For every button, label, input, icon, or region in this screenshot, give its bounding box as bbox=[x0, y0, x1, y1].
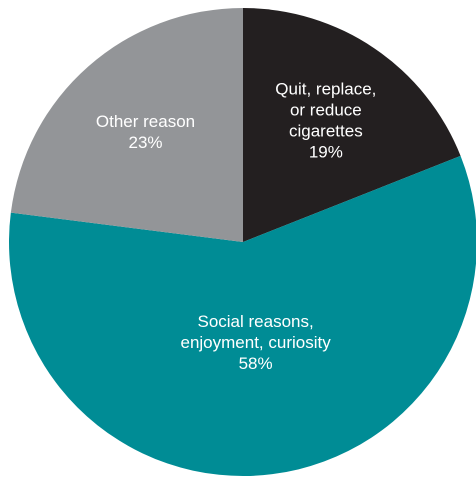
slice-category-label: Other reason bbox=[96, 112, 195, 131]
pie-slice-2 bbox=[9, 155, 476, 476]
slice-label-1: Quit, replace, or reduce cigarettes 19% bbox=[275, 80, 376, 162]
slice-label-3: Other reason 23% bbox=[96, 112, 195, 152]
slice-category-label: enjoyment, curiosity bbox=[180, 333, 331, 352]
slice-value-label: 58% bbox=[239, 354, 273, 373]
slice-label-2: Social reasons, enjoyment, curiosity 58% bbox=[180, 312, 331, 373]
pie-slice-3 bbox=[10, 8, 244, 242]
slices-layer bbox=[9, 8, 476, 476]
slice-category-label: Social reasons, bbox=[197, 312, 313, 331]
slice-value-label: 19% bbox=[309, 143, 343, 162]
pie-slice-1 bbox=[243, 8, 461, 242]
slice-category-label: Quit, replace, bbox=[275, 80, 376, 99]
slice-value-label: 23% bbox=[128, 133, 162, 152]
labels-layer: Quit, replace, or reduce cigarettes 19% Soci… bbox=[96, 80, 377, 373]
slice-category-label: cigarettes bbox=[289, 122, 363, 141]
slice-category-label: or reduce bbox=[290, 101, 362, 120]
